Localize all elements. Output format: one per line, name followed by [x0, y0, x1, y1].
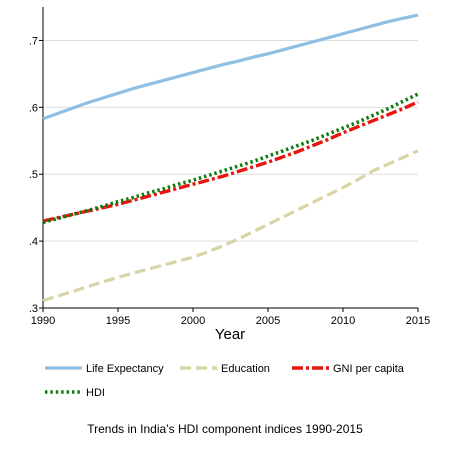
- axes: [42, 7, 418, 309]
- y-tick-label: .7: [29, 35, 38, 47]
- x-tick-label: 1995: [106, 315, 130, 327]
- legend-label-gni-per-capita: GNI per capita: [333, 363, 405, 375]
- figure-caption: Trends in India’s HDI component indices …: [87, 422, 363, 436]
- x-axis-title: Year: [215, 326, 245, 343]
- y-tick-label: .5: [29, 169, 38, 181]
- x-tick-label: 1990: [31, 315, 55, 327]
- series-lines: [42, 13, 419, 303]
- x-tick-label: 2015: [406, 315, 430, 327]
- legend: Life Expectancy Education GNI per capita HD…: [45, 363, 405, 399]
- y-tick-label: .4: [29, 236, 38, 248]
- legend-label-hdi: HDI: [86, 387, 105, 399]
- y-tick-label: .3: [29, 303, 38, 315]
- legend-label-education: Education: [221, 363, 270, 375]
- series-line-education: [42, 149, 419, 303]
- x-tick-label: 2000: [181, 315, 205, 327]
- x-tick-label: 2010: [331, 315, 355, 327]
- x-tick-label: 2005: [256, 315, 280, 327]
- series-line-life-expectancy: [42, 13, 419, 121]
- y-axis-ticks: .3 .4 .5 .6 .7: [29, 35, 43, 315]
- line-chart: 1990 1995 2000 2005 2010 2015 .3 .4 .5 .6 .7 Year…: [29, 7, 430, 399]
- series-line-hdi: [42, 92, 419, 225]
- legend-label-life-expectancy: Life Expectancy: [86, 363, 164, 375]
- x-axis-ticks: 1990 1995 2000 2005 2010 2015: [31, 308, 430, 327]
- gridlines: [43, 39, 418, 309]
- series-line-gni-per-capita: [42, 100, 419, 223]
- y-tick-label: .6: [29, 102, 38, 114]
